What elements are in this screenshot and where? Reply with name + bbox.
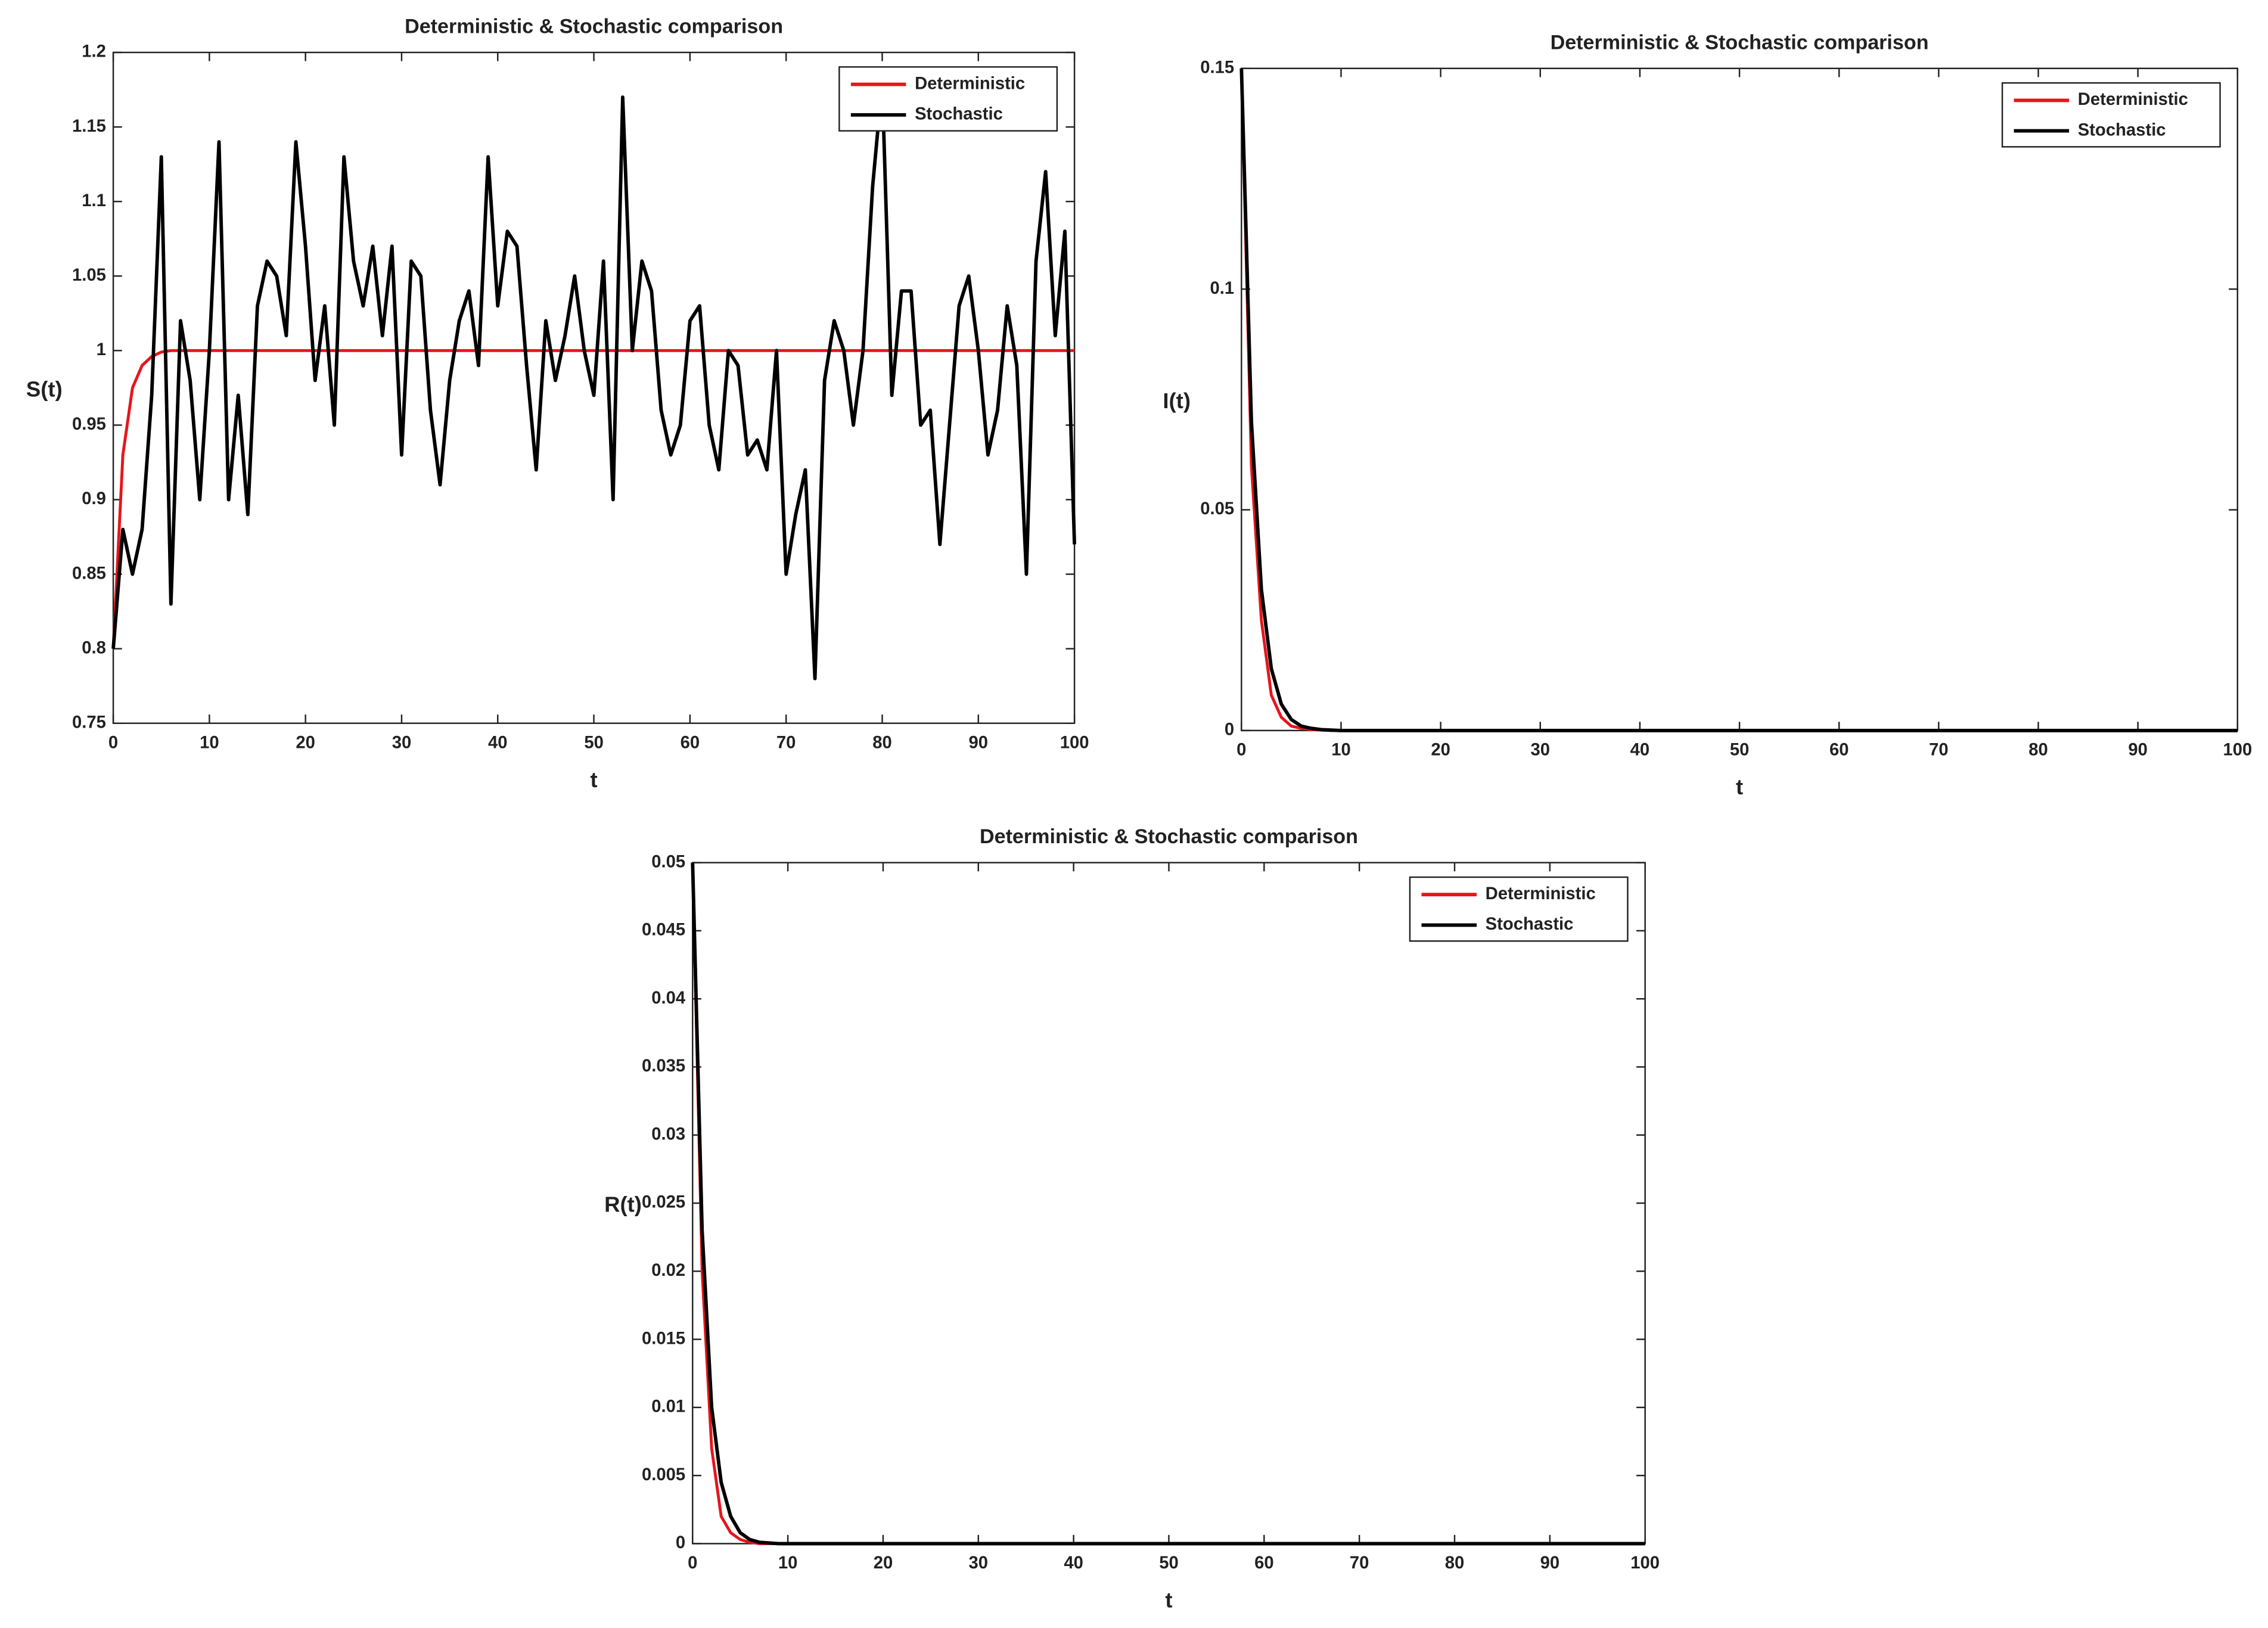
series-line [111,80,1077,681]
y-axis-label: I(t) [1163,389,1191,413]
y-tick-label: 0.02 [651,1261,685,1280]
plot-area [1241,67,2239,732]
legend-label: Stochastic [915,104,1003,123]
y-tick-label: 1.2 [82,42,106,61]
x-tick-label: 50 [1730,741,1750,760]
plot-area [692,862,1646,1545]
y-tick-label: 1.15 [72,117,106,136]
y-tick-label: 0.9 [82,489,106,508]
x-tick-label: 100 [2223,741,2252,760]
x-tick-label: 90 [1540,1554,1560,1573]
x-tick-label: 100 [1630,1554,1660,1573]
x-axis-label: t [1736,775,1743,799]
x-tick-label: 0 [108,734,118,753]
y-tick-label: 0.1 [1210,279,1235,298]
y-tick-label: 0.045 [642,921,685,940]
y-tick-label: 0.15 [1200,58,1234,77]
chart-title: Deterministic & Stochastic comparison [405,15,783,38]
legend-label: Stochastic [1486,915,1574,934]
x-tick-label: 70 [1350,1554,1369,1573]
legend-label: Deterministic [1486,884,1596,903]
y-tick-label: 0.05 [651,852,685,871]
y-tick-label: 0.015 [642,1329,685,1348]
x-tick-label: 70 [776,734,796,753]
x-tick-label: 30 [1531,741,1551,760]
chart-title: Deterministic & Stochastic comparison [980,825,1358,848]
legend-label: Deterministic [915,74,1025,93]
x-tick-label: 0 [688,1554,697,1573]
y-tick-label: 0.05 [1200,499,1234,518]
y-axis-label: R(t) [604,1192,642,1217]
x-tick-label: 60 [681,734,700,753]
x-tick-label: 20 [296,734,315,753]
x-tick-label: 50 [584,734,604,753]
chart-title: Deterministic & Stochastic comparison [1551,31,1929,54]
y-tick-label: 1.05 [72,266,106,285]
legend-label: Stochastic [2078,120,2166,139]
x-tick-label: 80 [1445,1554,1465,1573]
y-axis-label: S(t) [26,377,63,401]
x-tick-label: 70 [1929,741,1949,760]
x-tick-label: 100 [1060,734,1089,753]
x-tick-label: 40 [1630,741,1650,760]
y-tick-label: 0.005 [642,1465,685,1484]
x-tick-label: 0 [1236,741,1246,760]
y-tick-label: 0.04 [651,989,686,1008]
x-tick-label: 10 [1331,741,1351,760]
x-tick-label: 20 [1431,741,1450,760]
y-tick-label: 0.95 [72,415,106,434]
x-tick-label: 60 [1254,1554,1274,1573]
x-tick-label: 30 [969,1554,989,1573]
x-tick-label: 30 [392,734,412,753]
x-tick-label: 50 [1159,1554,1179,1573]
y-tick-label: 0.75 [72,713,106,732]
y-tick-label: 1 [97,340,106,359]
y-tick-label: 0.035 [642,1057,685,1076]
y-tick-label: 0.85 [72,564,106,583]
x-tick-label: 60 [1829,741,1849,760]
y-tick-label: 0.8 [82,638,106,657]
x-tick-label: 10 [200,734,219,753]
legend-label: Deterministic [2078,90,2188,109]
legend-box [2001,82,2221,148]
y-tick-label: 1.1 [82,191,106,210]
y-tick-label: 0.025 [642,1193,685,1212]
x-axis-label: t [590,768,597,792]
y-tick-label: 0 [1225,720,1234,740]
x-tick-label: 90 [969,734,989,753]
y-tick-label: 0.03 [651,1124,685,1144]
x-tick-label: 40 [1064,1554,1083,1573]
series-line [691,862,1645,1546]
x-tick-label: 20 [874,1554,893,1573]
x-tick-label: 40 [488,734,508,753]
y-tick-label: 0 [676,1533,685,1552]
x-tick-label: 90 [2128,741,2148,760]
legend-box [838,66,1058,132]
x-axis-label: t [1165,1588,1172,1613]
legend-box [1409,876,1629,942]
x-tick-label: 10 [778,1554,798,1573]
x-tick-label: 80 [2028,741,2048,760]
y-tick-label: 0.01 [651,1397,685,1416]
series-line [1239,68,2238,732]
x-tick-label: 80 [872,734,892,753]
